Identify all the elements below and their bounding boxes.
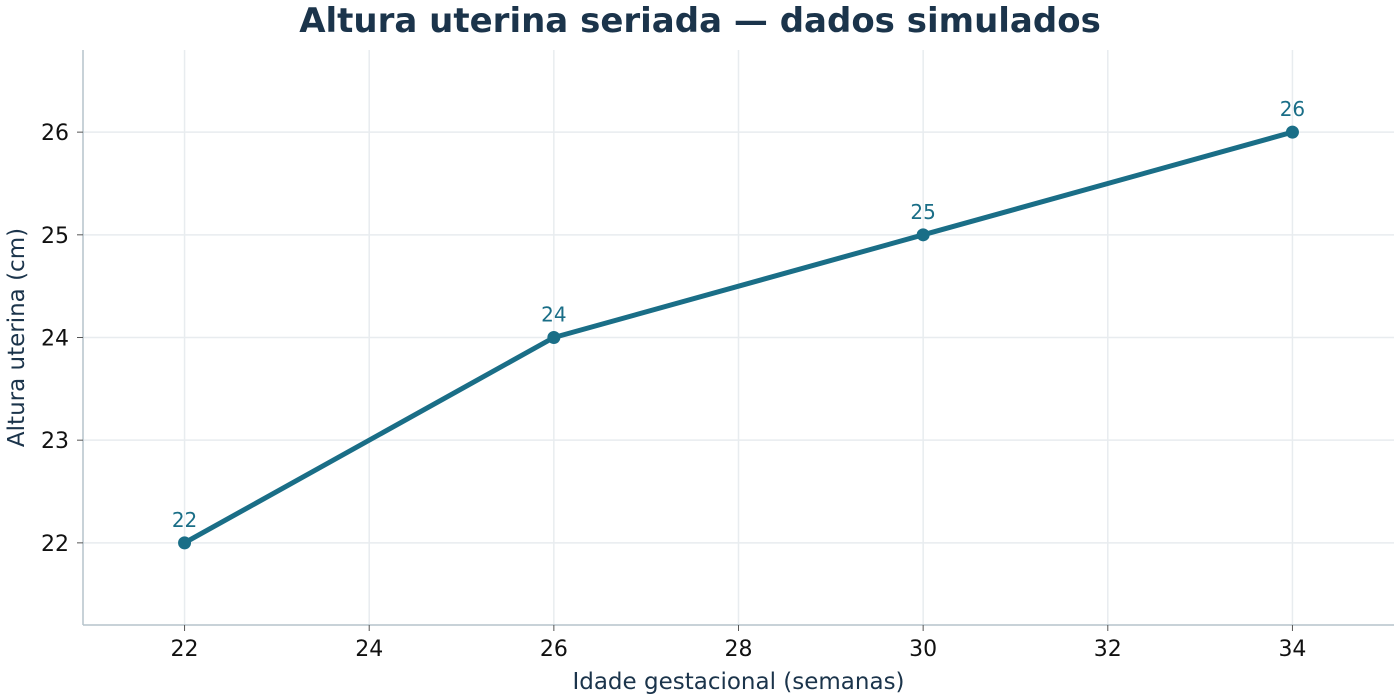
y-axis-ticks: 22 23 24 25 26 [41, 121, 83, 557]
x-tick-label: 34 [1278, 637, 1306, 662]
series-line [182, 129, 1295, 546]
data-point [916, 228, 930, 242]
x-tick-label: 28 [725, 637, 753, 662]
x-axis-label: Idade gestacional (semanas) [572, 669, 904, 695]
data-point [1285, 125, 1299, 139]
data-label: 22 [172, 508, 197, 532]
data-label: 24 [541, 303, 566, 327]
x-tick-label: 24 [355, 637, 383, 662]
y-tick-label: 23 [41, 429, 69, 454]
y-tick-label: 22 [41, 532, 69, 557]
x-tick-label: 30 [909, 637, 937, 662]
x-tick-label: 32 [1094, 637, 1122, 662]
y-tick-label: 26 [41, 121, 69, 146]
y-tick-label: 24 [41, 327, 69, 352]
series-layer: 22 24 25 26 [172, 97, 1305, 550]
data-label: 26 [1280, 97, 1305, 121]
y-axis-label: Altura uterina (cm) [4, 228, 30, 447]
x-axis-ticks: 22 24 26 28 30 32 34 [171, 625, 1306, 662]
data-label: 25 [910, 200, 935, 224]
data-point [547, 331, 561, 344]
data-point [178, 536, 192, 550]
x-tick-label: 22 [171, 637, 199, 662]
chart-title: Altura uterina seriada — dados simulados [299, 1, 1101, 41]
grid [83, 50, 1394, 625]
y-tick-label: 25 [41, 224, 69, 249]
x-tick-label: 26 [540, 637, 568, 662]
